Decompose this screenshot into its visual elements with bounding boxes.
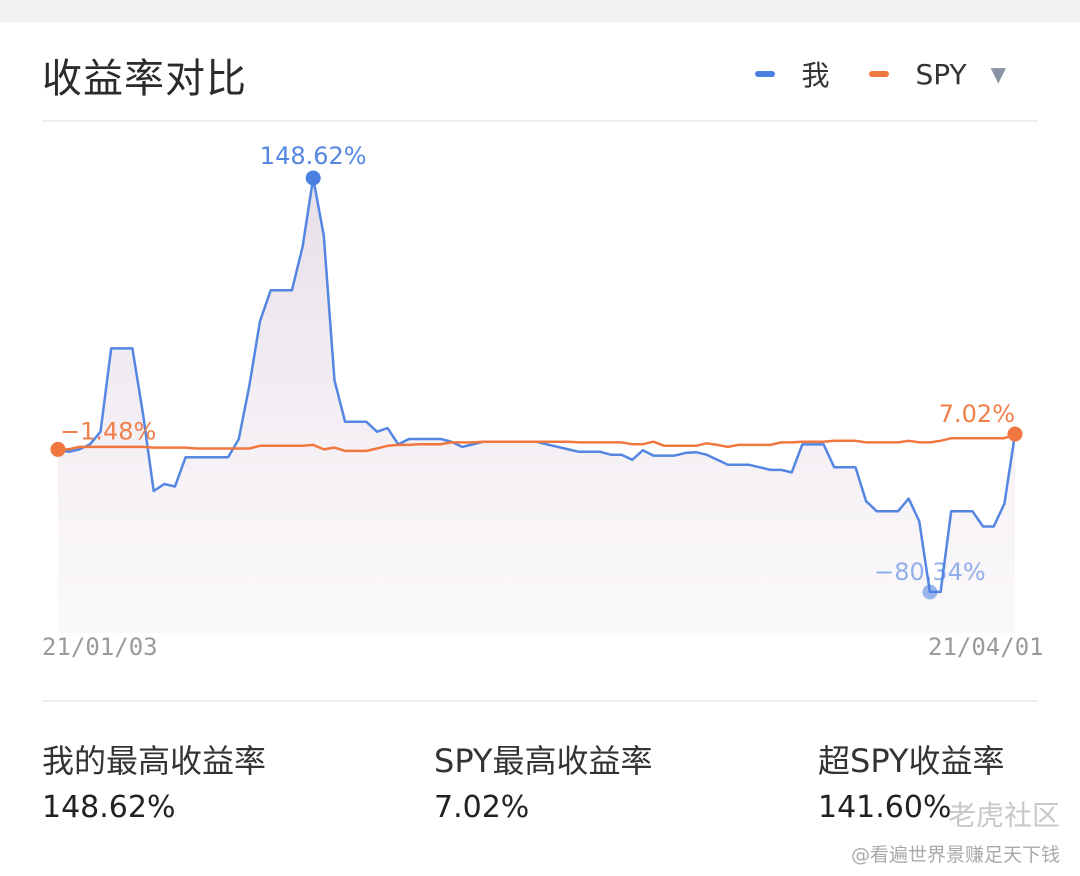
- x-tick-start: 21/01/03: [42, 633, 158, 661]
- stat-my-max-value: 148.62%: [42, 790, 176, 825]
- legend-label-spy: SPY: [915, 57, 967, 91]
- legend[interactable]: 我 SPY ▼: [715, 54, 1006, 94]
- stat-spy-max-label: SPY最高收益率: [434, 742, 653, 780]
- watermark-logo: 老虎社区: [947, 799, 1060, 832]
- divider-top: [42, 120, 1038, 122]
- legend-item-me[interactable]: 我: [755, 54, 829, 94]
- x-tick-end: 21/04/01: [928, 633, 1044, 661]
- legend-swatch-spy: [869, 71, 890, 77]
- stat-spy-max: SPY最高收益率 7.02%: [434, 736, 652, 825]
- dropdown-caret-icon[interactable]: ▼: [990, 62, 1006, 86]
- top-bar: [0, 0, 1080, 22]
- point-label-me-0: 148.62%: [260, 142, 367, 170]
- watermark-author: @看遍世界景赚足天下钱: [850, 844, 1060, 866]
- chart-title: 收益率对比: [42, 56, 247, 102]
- stat-excess-value: 141.60%: [818, 790, 952, 825]
- stat-excess: 超SPY收益率 141.60%: [818, 736, 1004, 825]
- legend-item-spy[interactable]: SPY: [869, 57, 967, 91]
- stat-my-max-label: 我的最高收益率: [42, 742, 267, 780]
- point-marker-spy-1: [1007, 426, 1023, 442]
- legend-label-me: 我: [801, 59, 830, 92]
- divider-bottom: [42, 700, 1038, 702]
- point-marker-me-1: [922, 584, 938, 600]
- return-comparison-chart: 148.62% −80.34% −1.48% 7.02%: [50, 142, 1023, 633]
- point-marker-me-0: [305, 170, 321, 186]
- point-label-spy-1: 7.02%: [939, 400, 1015, 428]
- legend-swatch-me: [755, 71, 776, 77]
- stat-excess-label: 超SPY收益率: [818, 742, 1005, 780]
- stat-spy-max-value: 7.02%: [434, 790, 530, 825]
- series-line-spy: [58, 432, 1016, 453]
- point-marker-spy-0: [50, 441, 66, 457]
- point-label-me-1: −80.34%: [874, 558, 986, 586]
- point-label-spy-0: −1.48%: [60, 417, 156, 445]
- series-area-me: [58, 178, 1015, 633]
- stat-my-max: 我的最高收益率 148.62%: [42, 736, 266, 825]
